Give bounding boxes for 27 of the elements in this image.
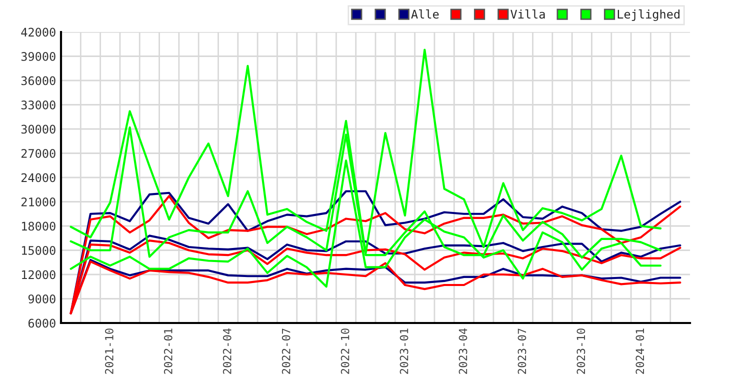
x-tick-label: 2023-01 [400,328,408,374]
y-tick-label: 6000 [28,318,56,328]
x-tick-label: 2023-04 [458,328,468,374]
y-tick-label: 30000 [21,124,56,134]
legend-label: Alle [411,9,439,19]
y-tick-label: 21000 [21,198,56,206]
x-tick-label: 2022-04 [222,328,232,374]
y-tick-label: 12000 [22,270,56,280]
legend-label: Villa [510,9,545,19]
y-tick-label: 33000 [21,100,56,110]
y-tick-label: 24000 [21,173,56,182]
x-tick-label: 2021-10 [104,328,114,374]
y-tick-label: 36000 [21,76,56,86]
x-tick-label: 2022-01 [164,328,172,374]
x-tick-label: 2024-01 [636,328,644,374]
y-tick-label: 9000 [28,294,56,304]
line-series [70,48,662,255]
y-tick-label: 42000 [21,28,56,37]
legend-label: Lejlighed [618,9,680,22]
x-tick-label: 2023-07 [518,328,526,374]
x-tick-label: 2023-10 [576,328,586,374]
x-tick-label: 2022-07 [282,328,290,374]
y-tick-label: 15000 [22,246,56,255]
y-tick-label: 39000 [21,52,56,61]
x-tick-label: 2022-10 [340,328,350,374]
y-tick-label: 27000 [21,149,56,158]
y-tick-label: 18000 [22,222,56,231]
